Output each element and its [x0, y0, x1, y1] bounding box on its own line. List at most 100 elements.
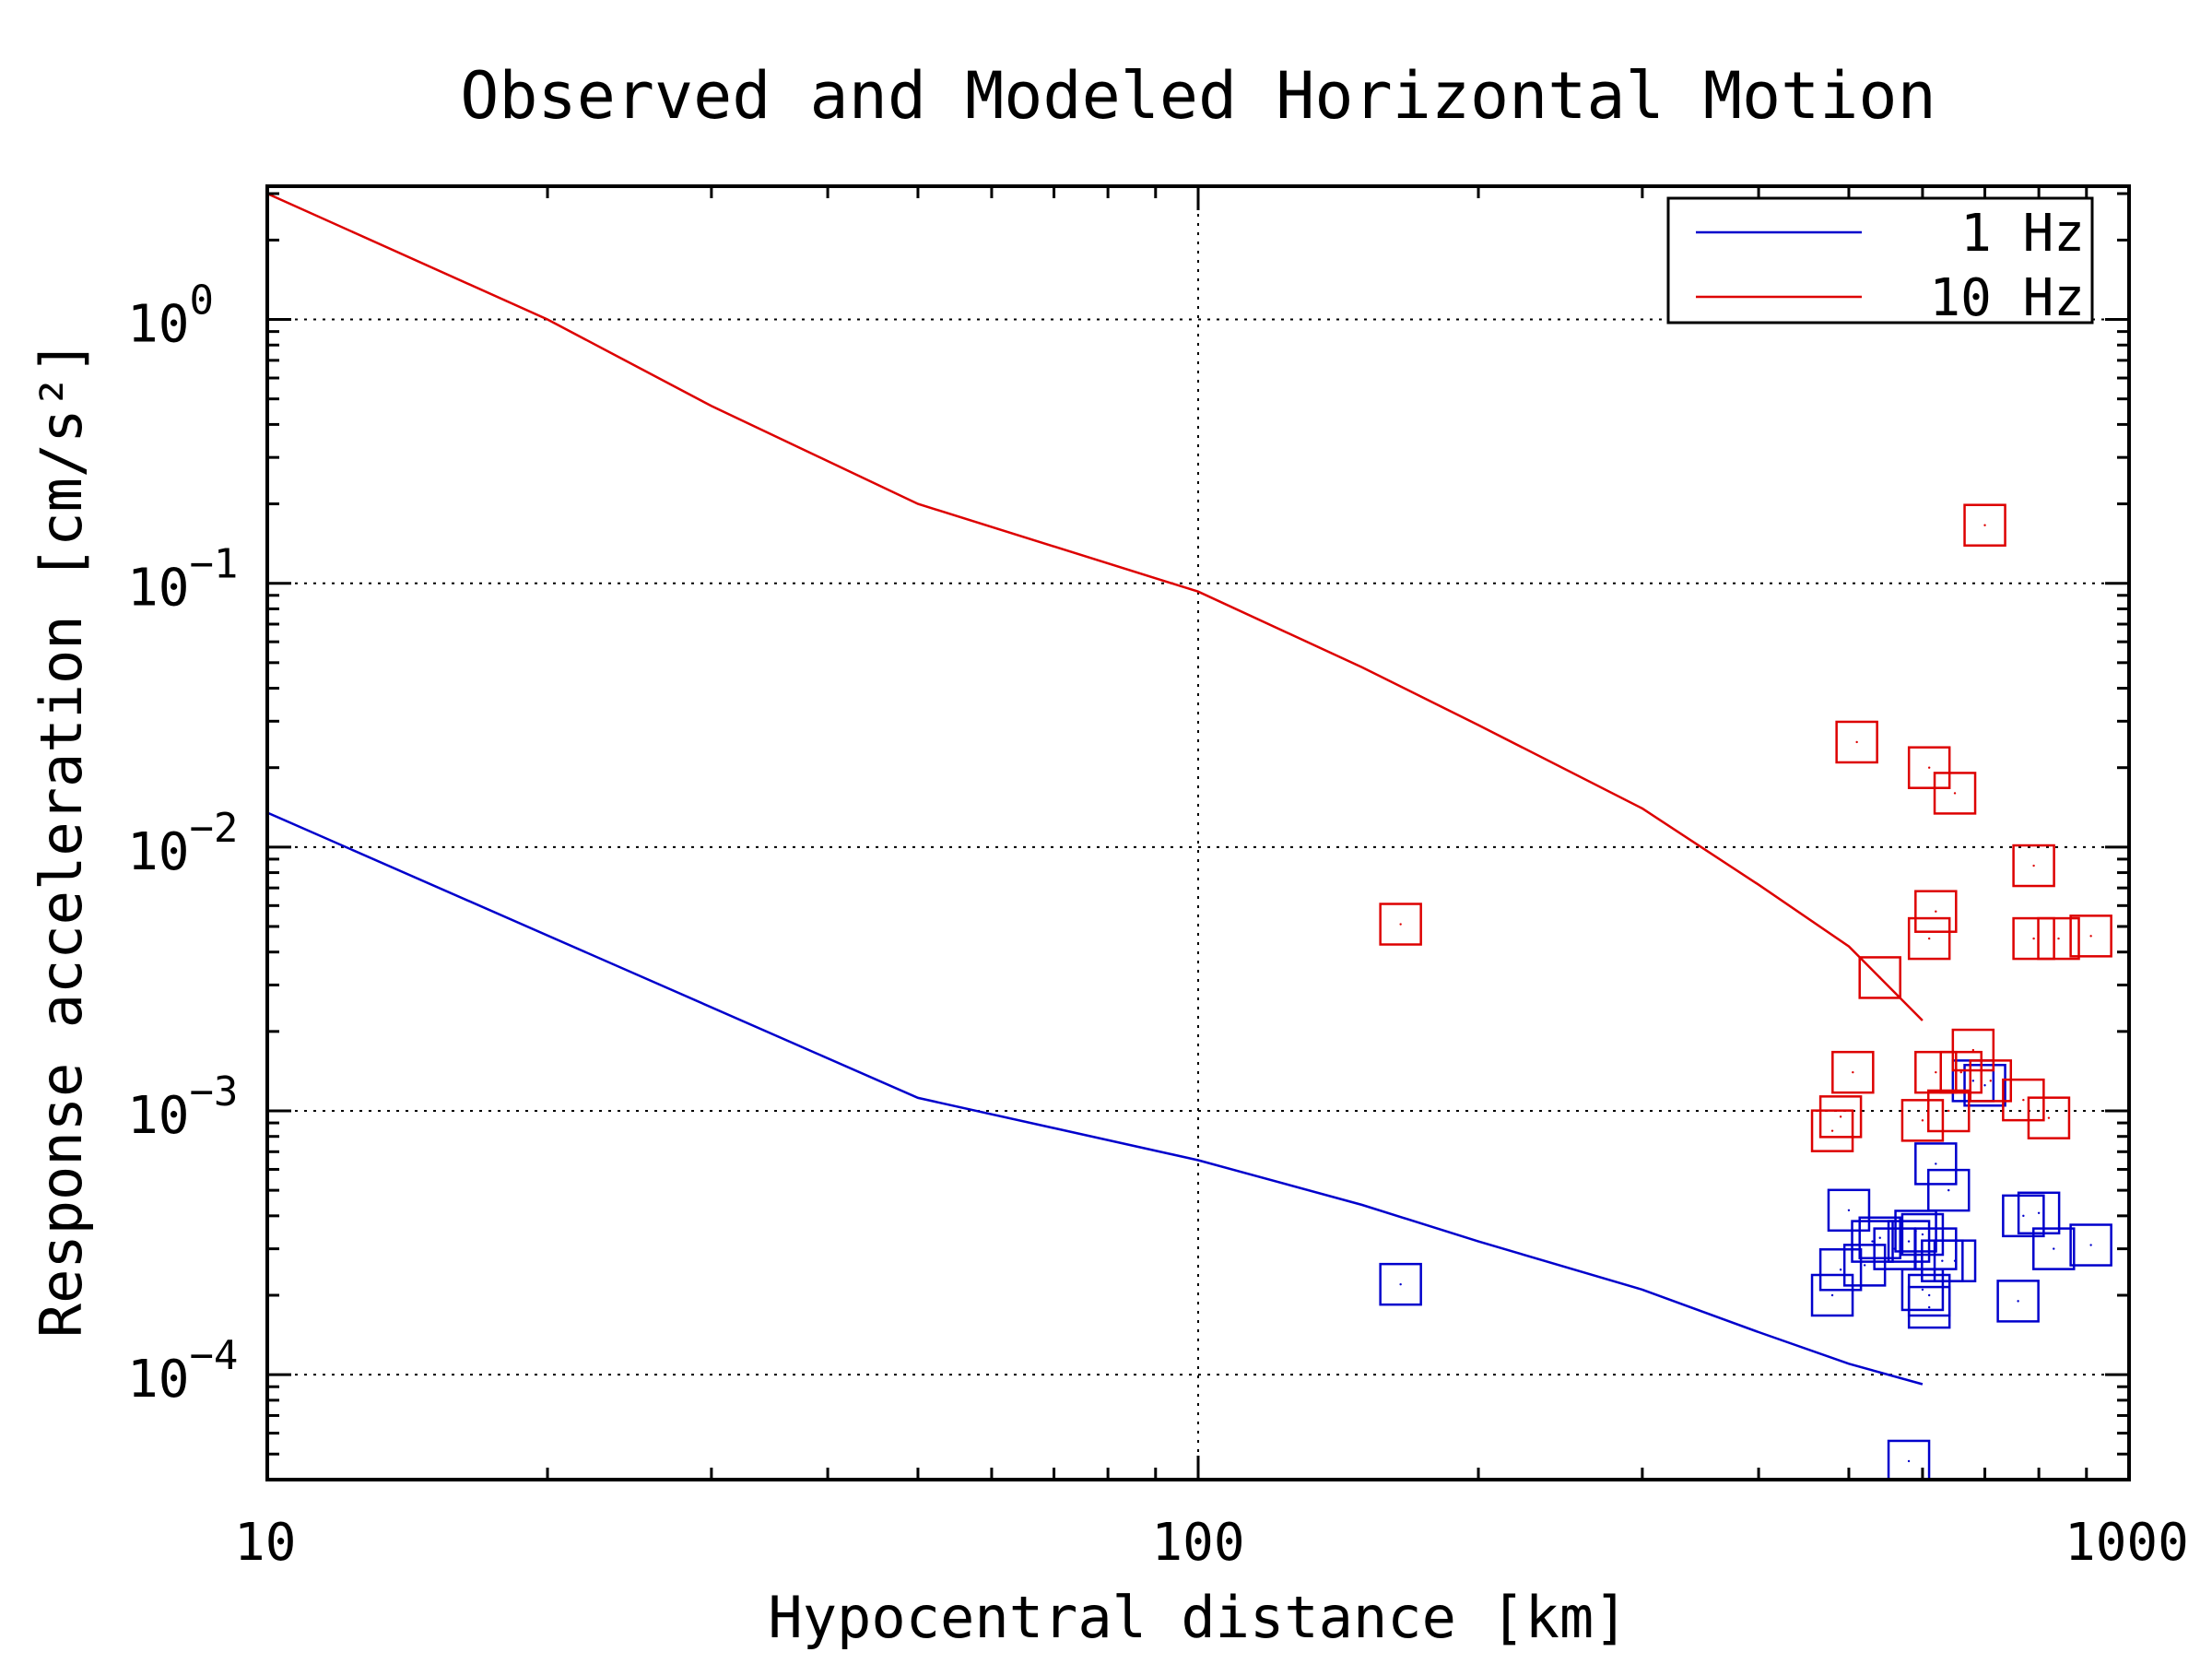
data-point-center [1878, 976, 1881, 979]
legend-label: 10 Hz [1929, 268, 2085, 328]
data-point [1831, 1050, 1875, 1094]
data-point-center [1399, 1282, 1402, 1286]
data-point [2002, 1078, 2045, 1122]
grid [267, 186, 2129, 1480]
data-point [1887, 1439, 1931, 1480]
data-point-center [1847, 1209, 1851, 1211]
data-point-center [1839, 1269, 1842, 1271]
data-point-center [1907, 1459, 1911, 1463]
x-tick-label: 100 [1151, 1513, 1244, 1573]
data-point-center [2047, 1116, 2051, 1119]
data-point [1835, 720, 1878, 764]
data-point [1858, 956, 1901, 999]
data-point-center [2089, 1244, 2092, 1246]
y-tick-label: 10−3 [127, 1068, 238, 1146]
legend-box [1666, 196, 2094, 325]
data-point [2027, 1096, 2071, 1139]
data-point-center [1953, 792, 1957, 795]
ticks [265, 186, 2129, 1481]
data-point [1926, 1168, 1971, 1212]
data-point-center [2022, 1214, 2025, 1218]
data-point [1858, 1216, 1901, 1260]
data-point [1926, 1089, 1971, 1133]
x-tick-label: 1000 [2065, 1513, 2189, 1573]
data-point-center [1983, 524, 1986, 526]
data-point [2032, 1227, 2076, 1270]
x-axis-label: Hypocentral distance [km] [768, 1584, 1628, 1651]
data-point-center [1959, 1070, 1962, 1074]
data-point-center [1399, 923, 1402, 926]
data-point-center [1907, 1240, 1911, 1243]
data-point [1907, 746, 1951, 789]
chart-title: Observed and Modeled Horizontal Motion [460, 58, 1936, 134]
data-point-center [1927, 1305, 1931, 1309]
data-point-center [1947, 1188, 1950, 1192]
data-point [1914, 1142, 1958, 1186]
data-point-center [2037, 1211, 2041, 1214]
data-point-center [1989, 1080, 1992, 1082]
legend-label: 1 Hz [1960, 204, 2085, 264]
data-point [1963, 503, 2006, 547]
data-point [1914, 1050, 1958, 1094]
data-point-center [1878, 1236, 1881, 1239]
data-point-center [2032, 937, 2035, 940]
data-point-center [1830, 1129, 1834, 1132]
data-point [2002, 1194, 2045, 1238]
data-point-center [1921, 1288, 1924, 1292]
data-point [1827, 1188, 1871, 1233]
data-point [1914, 890, 1958, 933]
data-point-center [1927, 937, 1931, 940]
series-line [267, 811, 1924, 1386]
data-point [1996, 1280, 2040, 1323]
data-point-center [1935, 910, 1937, 913]
data-point [1379, 1262, 1422, 1306]
data-point-center [2032, 864, 2035, 867]
data-point [2069, 1223, 2112, 1267]
y-tick-labels: 100 10−1 10−2 10−3 10−4 [127, 277, 238, 1410]
data-point-center [1852, 1070, 1854, 1074]
data-point [1810, 1109, 1854, 1152]
data-point [2012, 844, 2055, 888]
data-point-center [1863, 1264, 1866, 1267]
data-point-center [1927, 766, 1931, 769]
data-point-center [1927, 1293, 1931, 1297]
data-point-center [1855, 740, 1858, 744]
data-point [1818, 1248, 1863, 1292]
data-point [2037, 916, 2080, 961]
data-point-center [1839, 1115, 1842, 1118]
data-point [1951, 1028, 1995, 1072]
data-point [1900, 1099, 1945, 1142]
data-point-center [1935, 1162, 1937, 1165]
data-point-center [1935, 1070, 1937, 1074]
series-line [267, 192, 1924, 1021]
data-point [1933, 772, 1977, 815]
data-point [1810, 1273, 1854, 1317]
data-point-center [2053, 1247, 2055, 1250]
data-point [2017, 1191, 2061, 1235]
data-point-center [1971, 1048, 1975, 1052]
data-point [1933, 1239, 1977, 1282]
data-point-center [1941, 1259, 1944, 1262]
data-point [1851, 1220, 1894, 1263]
data-point-center [1871, 1240, 1874, 1243]
data-point-center [2057, 937, 2060, 940]
data-point [1907, 1285, 1951, 1329]
y-axis-label: Response acceleration [cm/s²] [28, 340, 95, 1339]
x-tick-label: 10 [234, 1513, 296, 1573]
series-layer [267, 192, 2112, 1480]
data-point [2012, 916, 2055, 961]
data-point-center [1983, 1084, 1986, 1087]
data-point [1900, 1268, 1945, 1312]
x-tick-labels: 10 100 1000 [234, 1513, 2189, 1573]
data-point [1887, 1220, 1931, 1263]
y-tick-label: 10−1 [127, 541, 238, 619]
data-point [1939, 1050, 1983, 1094]
data-point-center [2017, 1300, 2019, 1303]
data-point-center [2089, 935, 2092, 938]
data-point [1842, 1244, 1887, 1287]
data-point-center [1830, 1293, 1834, 1297]
data-point [1907, 916, 1951, 961]
